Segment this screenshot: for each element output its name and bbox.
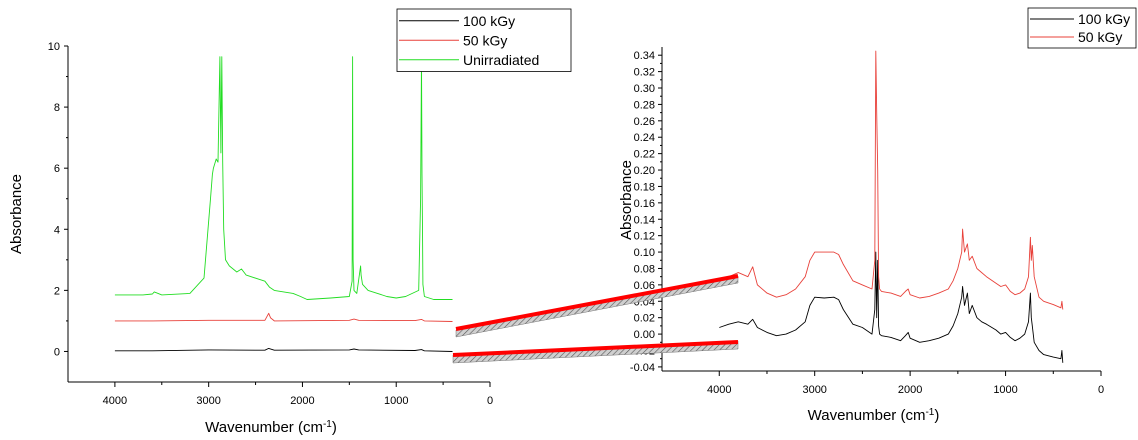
right-y-axis-title: Absorbance [618,160,635,240]
left-y-tick-label: 10 [48,41,60,53]
right-y-tick-label: -0.04 [630,362,655,374]
right-y-tick-label: 0.28 [634,99,655,111]
right-y-tick-label: 0.12 [634,231,655,243]
right-y-tick-label: 0.32 [634,67,655,79]
left-y-tick-label: 8 [54,102,60,114]
right-y-tick-label: 0.26 [634,116,655,128]
right-y-tick-label: 0.02 [634,313,655,325]
left-x-tick-label: 2000 [290,395,314,407]
left-y-tick-label: 0 [54,346,60,358]
right-y-tick-label: 0.18 [634,181,655,193]
left-legend-label: Unirradiated [463,52,539,68]
right-y-tick-label: 0.30 [634,83,655,95]
left-legend-label: 100 kGy [463,13,515,29]
right-series-1-line [719,251,1064,363]
right-x-tick-label: 2000 [898,384,922,396]
right-y-tick-label: 0.22 [634,149,655,161]
zoom-connector-upper-line [455,274,739,331]
right-x-tick-label: 3000 [802,384,826,396]
right-y-tick-label: 0.06 [634,280,655,292]
right-y-tick-label: 0.14 [634,214,655,226]
left-legend: 100 kGy 50 kGy Unirradiated [396,8,572,72]
right-x-tick-label: 0 [1098,384,1104,396]
zoom-connector-lower-line [452,340,739,357]
right-y-tick-label: 0.16 [634,198,655,210]
left-x-tick-label: 3000 [196,395,220,407]
left-y-axis-title: Absorbance [8,174,25,254]
left-x-axis-title: Wavenumber (cm-1) [205,419,337,437]
right-chart: -0.04-0.020.000.020.040.060.080.100.120.… [618,7,1137,425]
right-y-tick-label: 0.08 [634,263,655,275]
left-series-1-line [114,347,453,352]
right-y-tick-label: 0.24 [634,132,655,144]
left-y-tick-label: 6 [54,163,60,175]
right-series-2-line [719,50,1064,310]
left-y-tick-label: 2 [54,285,60,297]
left-x-tick-label: 1000 [384,395,408,407]
left-x-tick-label: 0 [487,395,493,407]
left-y-tick-label: 4 [54,224,60,236]
right-x-axis-title: Wavenumber (cm-1) [808,407,940,425]
right-legend-label: 50 kGy [1078,29,1122,45]
left-legend-label: 50 kGy [463,32,507,48]
right-y-tick-label: 0.20 [634,165,655,177]
left-series-3-line [114,56,453,300]
right-y-tick-label: 0.34 [634,50,655,62]
right-x-tick-label: 4000 [707,384,731,396]
right-y-tick-label: 0.00 [634,329,655,341]
right-legend-box [1027,7,1137,49]
right-x-tick-label: 1000 [993,384,1017,396]
right-legend: 100 kGy 50 kGy [1027,7,1137,49]
left-x-tick-label: 4000 [103,395,127,407]
zoom-connectors [452,274,739,364]
right-legend-label: 100 kGy [1078,11,1130,27]
left-chart: 0 2 4 6 8 10 4000 3000 2000 1000 0 Wavenumber (cm-1… [8,8,572,437]
right-y-tick-label: 0.10 [634,247,655,259]
left-series-2-line [114,312,453,322]
